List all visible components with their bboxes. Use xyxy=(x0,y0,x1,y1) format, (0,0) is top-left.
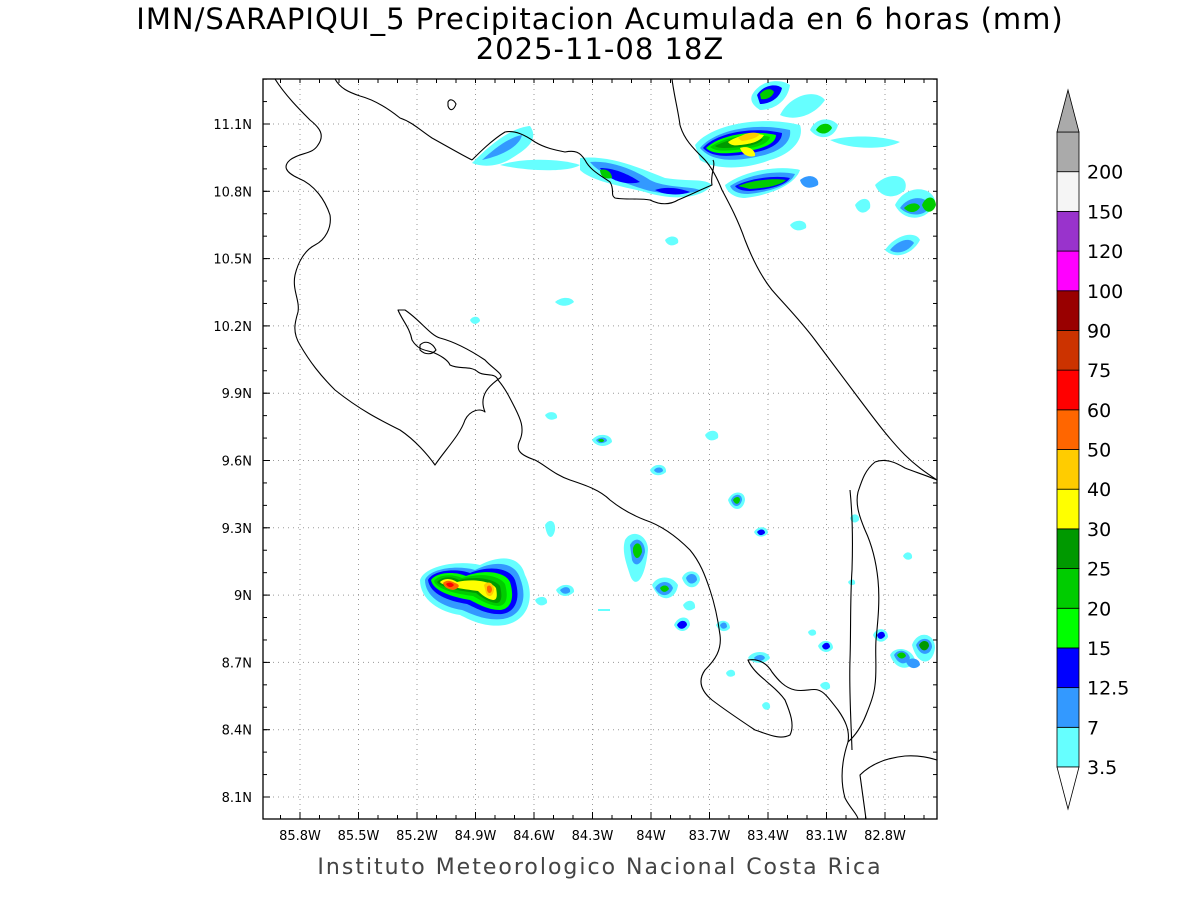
colorbar-swatch xyxy=(1056,131,1080,173)
y-tick-label: 10.8N xyxy=(213,185,252,200)
colorbar-label: 25 xyxy=(1087,559,1111,581)
precip-cell-north-west xyxy=(472,126,580,171)
colorbar-label: 30 xyxy=(1087,519,1111,541)
x-axis: 85.8W 85.5W 85.2W 84.9W 84.6W 84.3W 84W 83.7W 83… xyxy=(279,79,925,844)
precip-cell-nicoya xyxy=(420,558,530,626)
y-tick-label: 9.6N xyxy=(222,455,252,470)
precip-cells-interior xyxy=(470,297,935,710)
colorbar-swatch xyxy=(1056,488,1080,530)
colorbar-label: 75 xyxy=(1087,360,1111,382)
precip-cell-north-east-main xyxy=(695,121,801,168)
colorbar-label: 60 xyxy=(1087,400,1111,422)
precipitation-field xyxy=(420,81,936,710)
precip-cell-north-east-band xyxy=(665,81,936,256)
coast-panama-south xyxy=(841,741,937,819)
colorbar-swatch xyxy=(1056,607,1080,649)
colorbar-swatch xyxy=(1056,171,1080,212)
x-tick-label: 84.9W xyxy=(455,829,497,844)
colorbar-over-arrow xyxy=(1056,88,1080,133)
y-tick-label: 8.7N xyxy=(222,656,252,671)
colorbar-swatch xyxy=(1056,687,1080,728)
coast-pacific-central xyxy=(497,379,937,743)
colorbar-swatch xyxy=(1056,449,1080,490)
colorbar-label: 90 xyxy=(1087,320,1111,342)
y-tick-label: 10.2N xyxy=(213,320,252,335)
y-tick-label: 9N xyxy=(234,589,252,604)
y-tick-label: 9.3N xyxy=(222,522,252,537)
colorbar-under-arrow xyxy=(1056,766,1080,811)
x-tick-label: 84.6W xyxy=(513,829,555,844)
coast-caribbean xyxy=(671,79,937,481)
footer-institution: Instituto Meteorologico Nacional Costa R… xyxy=(317,855,883,880)
border-nicaragua-costarica xyxy=(471,131,715,205)
colorbar-swatch xyxy=(1056,250,1080,292)
island-nicoya xyxy=(419,341,437,355)
y-tick-label: 10.5N xyxy=(213,253,252,268)
x-tick-label: 85.8W xyxy=(279,829,321,844)
graticule xyxy=(263,79,937,819)
x-tick-label: 83.1W xyxy=(806,829,848,844)
y-tick-label: 8.4N xyxy=(222,724,252,739)
colorbar-label: 200 xyxy=(1087,162,1123,184)
colorbar-swatch xyxy=(1056,330,1080,371)
colorbar: 3.5 7 12.5 15 20 25 30 40 50 60 75 90 100 120 150 200 xyxy=(1056,88,1129,811)
x-tick-label: 85.2W xyxy=(396,829,438,844)
colorbar-swatch xyxy=(1056,290,1080,331)
x-tick-label: 82.8W xyxy=(864,829,906,844)
colorbar-label: 15 xyxy=(1087,638,1111,660)
y-tick-label: 8.1N xyxy=(222,791,252,806)
x-tick-label: 84W xyxy=(636,829,666,844)
island-small xyxy=(447,99,457,111)
lake-nicaragua xyxy=(334,79,473,161)
colorbar-label: 20 xyxy=(1087,598,1111,620)
plot-frame xyxy=(262,78,938,820)
precip-cell-north-central xyxy=(580,157,712,198)
colorbar-swatch xyxy=(1056,409,1080,450)
colorbar-label: 100 xyxy=(1087,281,1123,303)
x-tick-label: 83.4W xyxy=(747,829,789,844)
colorbar-swatch xyxy=(1056,528,1080,569)
border-costarica-panama xyxy=(849,489,853,751)
colorbar-swatch xyxy=(1056,726,1080,768)
map-valid-time: 2025-11-08 18Z xyxy=(475,32,725,66)
coastline-pacific-nicaragua xyxy=(274,79,502,466)
colorbar-label: 50 xyxy=(1087,440,1111,462)
colorbar-label: 150 xyxy=(1087,201,1123,223)
map-title: IMN/SARAPIQUI_5 Precipitacion Acumulada … xyxy=(136,2,1064,36)
colorbar-swatch xyxy=(1056,369,1080,411)
x-tick-label: 85.5W xyxy=(338,829,380,844)
colorbar-swatch xyxy=(1056,568,1080,609)
colorbar-label: 40 xyxy=(1087,479,1111,501)
x-tick-label: 83.7W xyxy=(689,829,731,844)
colorbar-swatch xyxy=(1056,647,1080,689)
colorbar-label: 7 xyxy=(1087,717,1099,739)
y-axis: 11.1N 10.8N 10.5N 10.2N 9.9N 9.6N 9.3N 9N 8.7N 8.… xyxy=(213,78,937,806)
colorbar-label: 12.5 xyxy=(1087,678,1129,700)
x-tick-label: 84.3W xyxy=(572,829,614,844)
colorbar-swatch xyxy=(1056,210,1080,252)
y-tick-label: 11.1N xyxy=(213,118,252,133)
coastlines xyxy=(274,79,937,819)
colorbar-label: 120 xyxy=(1087,241,1123,263)
colorbar-label: 3.5 xyxy=(1087,757,1117,779)
y-tick-label: 9.9N xyxy=(222,387,252,402)
